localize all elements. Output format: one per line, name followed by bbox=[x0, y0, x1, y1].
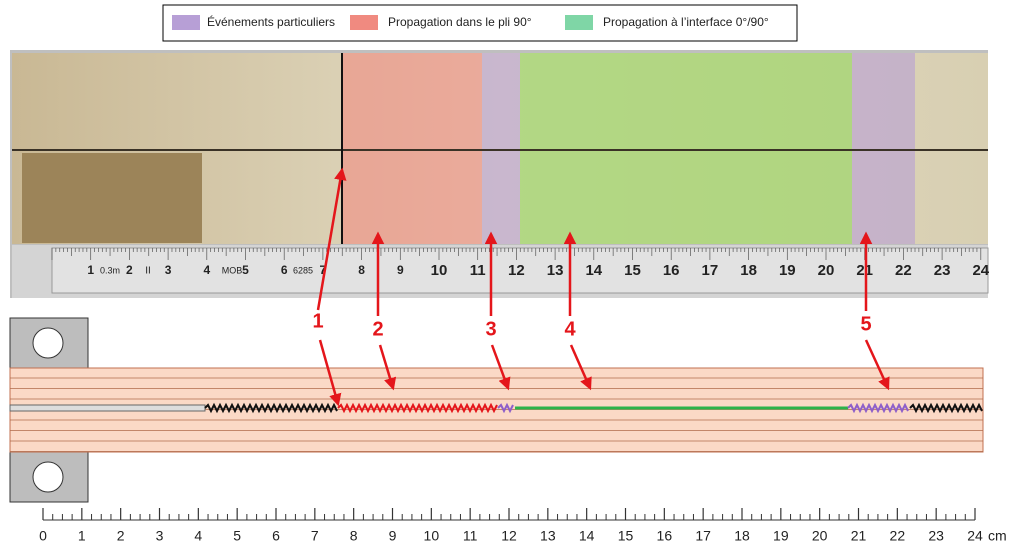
photo-ruler-label: 14 bbox=[585, 262, 602, 279]
photo-ruler-label: 13 bbox=[547, 262, 564, 279]
photo-ruler-label: 17 bbox=[702, 262, 719, 279]
photo-ruler-label: 22 bbox=[895, 262, 912, 279]
photo-ruler-label: 10 bbox=[431, 262, 448, 279]
photo-ruler-label: 21 bbox=[856, 262, 873, 279]
callout-arrow bbox=[490, 344, 511, 391]
crack-path bbox=[847, 402, 909, 414]
photo-ruler-mark: 6285 bbox=[293, 265, 313, 275]
scale-label: 9 bbox=[389, 528, 397, 544]
scale-label: 22 bbox=[890, 528, 906, 544]
callout-arrow bbox=[318, 339, 342, 407]
photo-ruler-label: 6 bbox=[281, 263, 288, 277]
callout-label: 4 bbox=[564, 318, 576, 340]
crack-path bbox=[337, 402, 498, 414]
callout-label: 2 bbox=[372, 318, 383, 340]
scale-label: 3 bbox=[156, 528, 164, 544]
scale-label: 2 bbox=[117, 528, 125, 544]
photo-ruler-label: 20 bbox=[818, 262, 835, 279]
photo-ruler-label: 12 bbox=[508, 262, 525, 279]
photo-ruler-mark: II bbox=[145, 266, 151, 277]
scale-label: 18 bbox=[734, 528, 750, 544]
scale-label: 13 bbox=[540, 528, 556, 544]
photo-ruler-label: 24 bbox=[972, 262, 989, 279]
pre-crack bbox=[9, 404, 206, 412]
scale-unit: cm bbox=[988, 528, 1007, 544]
photo-ruler-label: 7 bbox=[320, 263, 327, 277]
photo-ruler-mark: 0.3m bbox=[100, 265, 120, 275]
scale-label: 14 bbox=[579, 528, 595, 544]
crack-path bbox=[909, 402, 983, 414]
legend-label: Propagation à l’interface 0°/90° bbox=[603, 15, 769, 29]
photo-ruler-label: 15 bbox=[624, 262, 641, 279]
scale-label: 6 bbox=[272, 528, 280, 544]
legend-label: Propagation dans le pli 90° bbox=[388, 15, 532, 29]
scale-label: 21 bbox=[851, 528, 867, 544]
scale-label: 11 bbox=[463, 528, 478, 544]
photo-ruler-label: 16 bbox=[663, 262, 680, 279]
photo-ruler-label: 19 bbox=[779, 262, 796, 279]
scale-label: 23 bbox=[928, 528, 944, 544]
callout-label: 3 bbox=[485, 318, 496, 340]
scale-label: 4 bbox=[194, 528, 202, 544]
callout-label: 1 bbox=[312, 310, 323, 332]
scale-label: 5 bbox=[233, 528, 241, 544]
callout-label: 5 bbox=[860, 313, 871, 335]
photo-ruler-mark: MOB bbox=[222, 265, 243, 275]
legend-swatch bbox=[350, 15, 378, 30]
callout-arrow bbox=[569, 344, 592, 391]
callout-arrow bbox=[316, 167, 347, 311]
legend-swatch bbox=[565, 15, 593, 30]
scale-label: 0 bbox=[39, 528, 47, 544]
scale-label: 16 bbox=[657, 528, 673, 544]
photo-ruler-label: 5 bbox=[242, 263, 249, 277]
callout-arrow bbox=[378, 344, 397, 391]
photo-ruler-label: 11 bbox=[470, 262, 486, 279]
crack-path bbox=[497, 402, 514, 414]
scale-label: 8 bbox=[350, 528, 358, 544]
photo-ruler-label: 23 bbox=[934, 262, 951, 279]
legend-swatch bbox=[172, 15, 200, 30]
photo-ruler-label: 3 bbox=[165, 263, 172, 277]
scale-label: 12 bbox=[501, 528, 517, 544]
scale-label: 10 bbox=[424, 528, 440, 544]
scale-label: 7 bbox=[311, 528, 319, 544]
legend-label: Événements particuliers bbox=[207, 14, 335, 29]
photo-ruler-label: 1 bbox=[87, 263, 94, 277]
scale-label: 19 bbox=[773, 528, 789, 544]
scale-label: 24 bbox=[967, 528, 983, 544]
scale-label: 1 bbox=[78, 528, 86, 544]
callout-arrow bbox=[864, 339, 890, 391]
scale-label: 20 bbox=[812, 528, 828, 544]
legend-box bbox=[162, 4, 798, 42]
crack-path bbox=[204, 402, 338, 414]
photo-ruler-label: 9 bbox=[397, 263, 404, 277]
photo-ruler-label: 4 bbox=[203, 263, 210, 277]
photo-ruler-label: 8 bbox=[358, 263, 365, 277]
scale-label: 15 bbox=[618, 528, 634, 544]
photo-ruler-label: 18 bbox=[740, 262, 757, 279]
photo-ruler-label: 2 bbox=[126, 263, 133, 277]
scale-label: 17 bbox=[695, 528, 711, 544]
photo bbox=[10, 50, 989, 298]
